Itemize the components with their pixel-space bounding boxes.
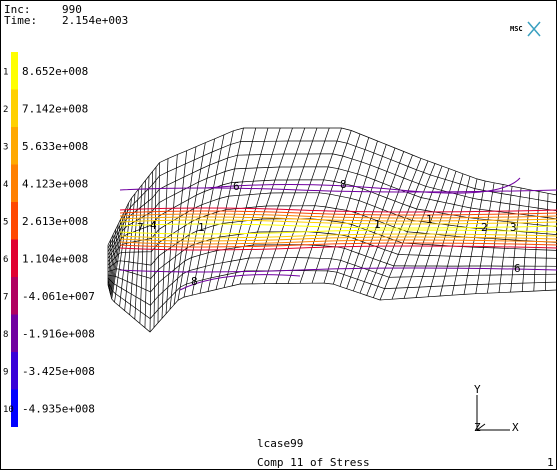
legend-swatch — [11, 165, 18, 203]
legend-value: 4.123e+008 — [22, 178, 88, 191]
triad-z: Z — [474, 421, 481, 434]
legend-index: 1 — [3, 68, 8, 78]
contour-label: 8 — [191, 275, 198, 288]
legend-value: 2.613e+008 — [22, 215, 88, 228]
legend-swatch — [11, 240, 18, 278]
legend-index: 3 — [3, 143, 8, 153]
legend-value: -4.061e+007 — [22, 290, 95, 303]
legend-index: 8 — [3, 330, 8, 340]
legend-value: 8.652e+008 — [22, 65, 88, 78]
contour-label: 4 — [150, 219, 157, 232]
contour-label: 1 — [426, 213, 433, 226]
time-label: Time: — [4, 14, 37, 27]
legend-swatch — [11, 352, 18, 390]
legend-value: 1.104e+008 — [22, 253, 88, 266]
contour-label: 3 — [510, 221, 517, 234]
logo: MSC — [510, 25, 523, 33]
triad-y: Y — [474, 383, 481, 396]
legend-index: 6 — [3, 255, 8, 265]
contour-label: 7 — [137, 221, 144, 234]
contour-label: 1 — [374, 218, 381, 231]
contour-label: 2 — [481, 221, 488, 234]
legend-swatch — [11, 202, 18, 240]
legend-swatch — [11, 52, 18, 90]
contour-label: 6 — [233, 180, 240, 193]
contour-label: 6 — [514, 262, 521, 275]
legend-swatch — [11, 127, 18, 165]
legend-value: 7.142e+008 — [22, 103, 88, 116]
legend-value: -3.425e+008 — [22, 365, 95, 378]
legend-swatch — [11, 90, 18, 128]
time-value: 2.154e+003 — [62, 14, 128, 27]
legend-swatch — [11, 277, 18, 315]
component: Comp 11 of Stress — [257, 456, 370, 469]
contour-label: 1 — [198, 221, 205, 234]
legend-value: 5.633e+008 — [22, 140, 88, 153]
viewport: Inc: 990 Time: 2.154e+003 MSC 1112347688… — [0, 0, 557, 470]
legend-index: 2 — [3, 105, 8, 115]
load-case: lcase99 — [257, 437, 303, 450]
legend-index: 7 — [3, 293, 8, 303]
legend-value: -4.935e+008 — [22, 403, 95, 416]
legend-index: 9 — [3, 368, 8, 378]
legend-swatch — [11, 315, 18, 353]
legend-index: 10 — [3, 405, 14, 415]
triad-x: X — [512, 421, 519, 434]
legend-value: -1.916e+008 — [22, 328, 95, 341]
contour-label: 8 — [340, 178, 347, 191]
page-number: 1 — [547, 456, 554, 469]
legend-index: 4 — [3, 180, 8, 190]
legend-index: 5 — [3, 218, 8, 228]
